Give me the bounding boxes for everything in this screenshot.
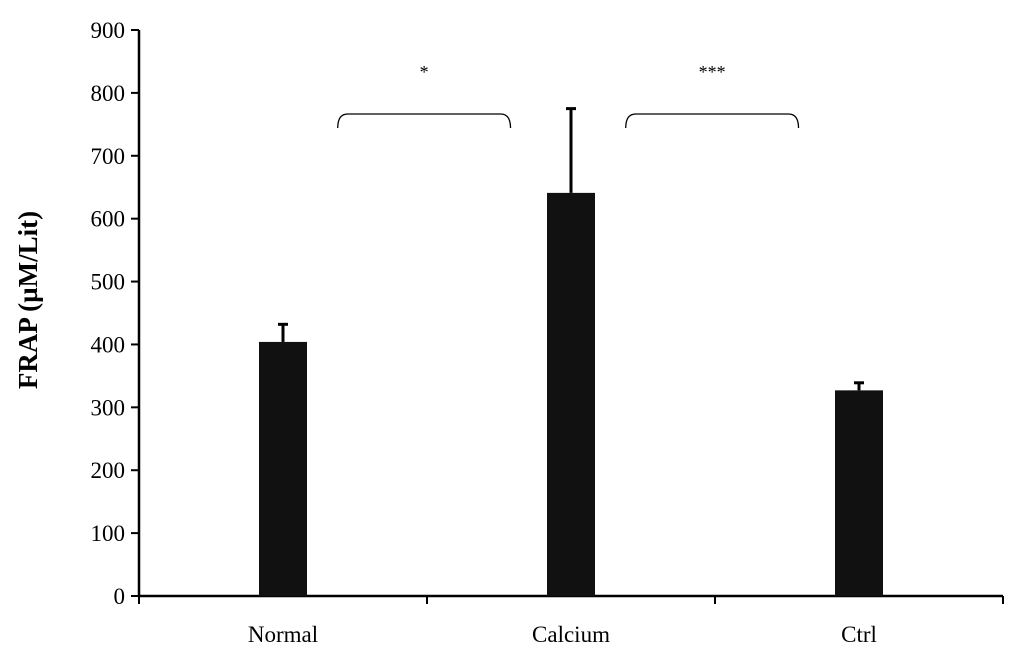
y-tick-label: 600: [91, 207, 126, 232]
y-tick-label: 300: [91, 395, 126, 420]
significance-bracket: *: [337, 62, 512, 129]
y-tick-label: 900: [91, 18, 126, 43]
significance-label: ***: [699, 62, 726, 82]
error-bars: [278, 107, 864, 391]
bracket-line: [337, 113, 512, 129]
y-tick-label: 0: [114, 584, 126, 609]
y-tick-label: 700: [91, 144, 126, 169]
y-tick-label: 100: [91, 521, 126, 546]
bars: [259, 192, 883, 597]
significance-bracket: ***: [625, 62, 800, 129]
bar-normal: [259, 341, 307, 596]
significance-annotations: * ***: [337, 62, 800, 129]
x-tick-label: Calcium: [532, 622, 610, 647]
significance-label: *: [420, 62, 429, 82]
x-axis: Normal Calcium Ctrl: [138, 594, 1004, 647]
y-axis-title: FRAP (µM/Lit): [13, 211, 43, 389]
y-tick-label: 400: [91, 332, 126, 357]
y-tick-label: 500: [91, 270, 126, 295]
bar-ctrl: [835, 390, 883, 596]
bracket-line: [625, 113, 800, 129]
bar-calcium: [547, 192, 595, 597]
y-tick-label: 200: [91, 458, 126, 483]
x-tick-label: Ctrl: [841, 622, 877, 647]
y-axis: 0 100 200 300 400 500 600 700 800 900: [91, 18, 141, 609]
y-tick-label: 800: [91, 81, 126, 106]
x-tick-label: Normal: [248, 622, 318, 647]
